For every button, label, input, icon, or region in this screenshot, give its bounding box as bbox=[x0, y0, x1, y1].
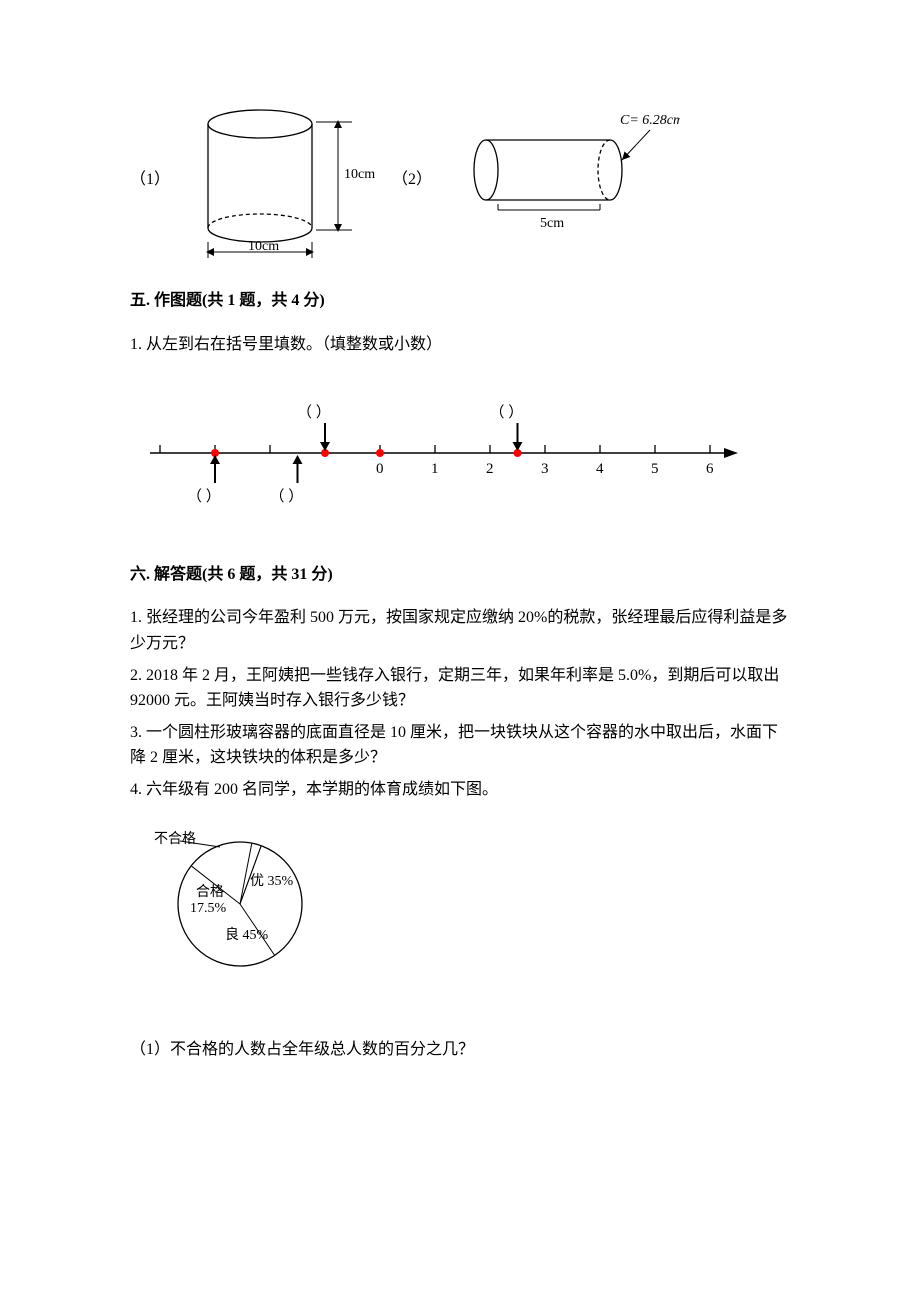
svg-text:C= 6.28cm: C= 6.28cm bbox=[620, 113, 680, 128]
svg-text:2: 2 bbox=[486, 461, 494, 477]
svg-text:（ ）: （ ） bbox=[187, 488, 221, 505]
svg-text:0: 0 bbox=[376, 461, 384, 477]
number-line-figure: 0 1 2 3 4 5 6 （ ） （ ） （ ） （ ） bbox=[130, 375, 750, 525]
page: （1） 10cm 10cm （2） C= 6.28cm 5cm 五. 作图题(共 1… bbox=[0, 0, 920, 1129]
svg-text:10cm: 10cm bbox=[344, 167, 375, 182]
section-6-q4: 4. 六年级有 200 名同学，本学期的体育成绩如下图。 bbox=[130, 777, 790, 803]
svg-text:5cm: 5cm bbox=[540, 216, 564, 231]
cylinder-sideways-figure: C= 6.28cm 5cm bbox=[450, 100, 680, 250]
section-6-q2: 2. 2018 年 2 月，王阿姨把一些钱存入银行，定期三年，如果年利率是 5.… bbox=[130, 663, 790, 714]
section-5-heading: 五. 作图题(共 1 题，共 4 分) bbox=[130, 288, 790, 314]
figure-2-label: （2） bbox=[392, 167, 432, 193]
svg-text:良 45%: 良 45% bbox=[225, 927, 268, 943]
cylinder-upright-figure: 10cm 10cm bbox=[188, 100, 378, 260]
svg-text:优 35%: 优 35% bbox=[250, 873, 293, 889]
svg-text:（ ）: （ ） bbox=[490, 404, 524, 421]
svg-text:合格: 合格 bbox=[196, 884, 224, 900]
number-line-wrap: 0 1 2 3 4 5 6 （ ） （ ） （ ） （ ） bbox=[130, 375, 790, 534]
svg-text:（ ）: （ ） bbox=[270, 488, 304, 505]
section-6-q3: 3. 一个圆柱形玻璃容器的底面直径是 10 厘米，把一块铁块从这个容器的水中取出… bbox=[130, 720, 790, 771]
svg-text:1: 1 bbox=[431, 461, 439, 477]
section-6-q1: 1. 张经理的公司今年盈利 500 万元，按国家规定应缴纳 20%的税款，张经理… bbox=[130, 605, 790, 656]
svg-text:不合格: 不合格 bbox=[154, 831, 196, 847]
figure-1-label: （1） bbox=[130, 167, 170, 193]
svg-text:5: 5 bbox=[651, 461, 659, 477]
section-5-q1: 1. 从左到右在括号里填数。（填整数或小数） bbox=[130, 332, 790, 358]
svg-text:3: 3 bbox=[541, 461, 549, 477]
section-6-heading: 六. 解答题(共 6 题，共 31 分) bbox=[130, 562, 790, 588]
pe-score-pie-chart: 优 35% 良 45% 合格17.5% 不合格 bbox=[130, 819, 340, 989]
section-6-q4-sub1: （1）不合格的人数占全年级总人数的百分之几？ bbox=[130, 1037, 790, 1063]
svg-text:6: 6 bbox=[706, 461, 714, 477]
svg-text:4: 4 bbox=[596, 461, 604, 477]
cylinder-figures-row: （1） 10cm 10cm （2） C= 6.28cm 5cm bbox=[130, 100, 790, 260]
svg-text:17.5%: 17.5% bbox=[190, 901, 227, 916]
svg-text:10cm: 10cm bbox=[248, 239, 279, 254]
pie-chart-wrap: 优 35% 良 45% 合格17.5% 不合格 bbox=[130, 819, 790, 998]
svg-text:（ ）: （ ） bbox=[297, 404, 331, 421]
